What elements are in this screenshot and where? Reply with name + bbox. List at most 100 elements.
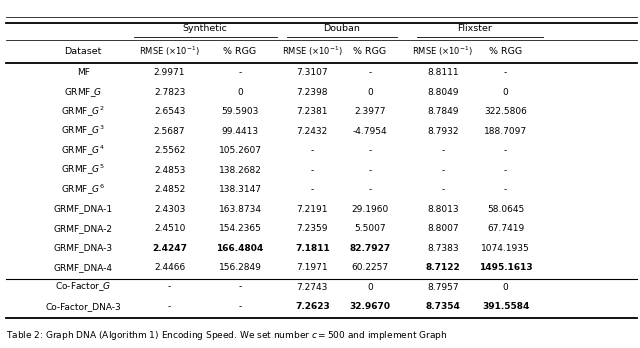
Text: 7.2743: 7.2743 [296,283,328,292]
Text: % RGG: % RGG [353,47,387,56]
Text: 2.4247: 2.4247 [152,244,187,253]
Text: Co-Factor_DNA-3: Co-Factor_DNA-3 [45,302,121,311]
Text: 156.2849: 156.2849 [219,263,261,272]
Text: 1074.1935: 1074.1935 [481,244,530,253]
Text: 7.2359: 7.2359 [296,224,328,233]
Text: 2.4510: 2.4510 [154,224,186,233]
Text: 58.0645: 58.0645 [487,205,524,214]
Text: 8.7354: 8.7354 [426,302,460,311]
Text: 2.5687: 2.5687 [154,127,186,136]
Text: -: - [441,166,445,175]
Text: 2.4853: 2.4853 [154,166,186,175]
Text: 67.7419: 67.7419 [487,224,524,233]
Text: 7.3107: 7.3107 [296,68,328,77]
Text: 59.5903: 59.5903 [221,107,259,116]
Text: -: - [310,146,314,155]
Text: 2.4303: 2.4303 [154,205,186,214]
Text: 60.2257: 60.2257 [351,263,388,272]
Text: 138.2682: 138.2682 [219,166,261,175]
Text: 188.7097: 188.7097 [484,127,527,136]
Text: RMSE ($\times10^{-1}$): RMSE ($\times10^{-1}$) [413,45,473,58]
Text: 2.4466: 2.4466 [154,263,185,272]
Text: 0: 0 [237,88,243,97]
Text: 1495.1613: 1495.1613 [479,263,532,272]
Text: -: - [441,146,445,155]
Text: -: - [504,68,508,77]
Text: 8.7957: 8.7957 [427,283,459,292]
Text: 154.2365: 154.2365 [219,224,261,233]
Text: 8.7849: 8.7849 [427,107,459,116]
Text: Flixster: Flixster [457,24,492,33]
Text: 391.5584: 391.5584 [482,302,529,311]
Text: GRMF_$G^{5}$: GRMF_$G^{5}$ [61,163,105,177]
Text: Table 2: Graph DNA (Algorithm $1$) Encoding Speed. We set number $c=500$ and imp: Table 2: Graph DNA (Algorithm $1$) Encod… [6,329,448,342]
Text: 0: 0 [367,283,372,292]
Text: GRMF_$G^{4}$: GRMF_$G^{4}$ [61,144,105,158]
Text: 7.2398: 7.2398 [296,88,328,97]
Text: -: - [238,68,242,77]
Text: 5.5007: 5.5007 [354,224,386,233]
Text: -: - [441,185,445,194]
Text: 8.8007: 8.8007 [427,224,459,233]
Text: 0: 0 [503,88,508,97]
Text: -: - [368,185,372,194]
Text: 7.1971: 7.1971 [296,263,328,272]
Text: -: - [310,166,314,175]
Text: -: - [238,283,242,292]
Text: 32.9670: 32.9670 [349,302,390,311]
Text: GRMF_DNA-1: GRMF_DNA-1 [54,205,113,214]
Text: 8.7122: 8.7122 [426,263,460,272]
Text: 0: 0 [367,88,372,97]
Text: 2.3977: 2.3977 [354,107,386,116]
Text: GRMF_$G^{2}$: GRMF_$G^{2}$ [61,105,105,119]
Text: -: - [310,185,314,194]
Text: 8.8049: 8.8049 [427,88,459,97]
Text: 8.7932: 8.7932 [427,127,459,136]
Text: -: - [504,185,508,194]
Text: % RGG: % RGG [489,47,522,56]
Text: 8.7383: 8.7383 [427,244,459,253]
Text: MF: MF [77,68,90,77]
Text: -: - [504,146,508,155]
Text: 8.8111: 8.8111 [427,68,459,77]
Text: 166.4804: 166.4804 [216,244,264,253]
Text: 2.4852: 2.4852 [154,185,185,194]
Text: 105.2607: 105.2607 [218,146,262,155]
Text: 2.5562: 2.5562 [154,146,186,155]
Text: GRMF_DNA-4: GRMF_DNA-4 [54,263,113,272]
Text: Dataset: Dataset [65,47,102,56]
Text: 138.3147: 138.3147 [218,185,262,194]
Text: -4.7954: -4.7954 [353,127,387,136]
Text: -: - [168,302,172,311]
Text: 29.1960: 29.1960 [351,205,388,214]
Text: GRMF_$\!G$: GRMF_$\!G$ [65,86,102,98]
Text: RMSE ($\times10^{-1}$): RMSE ($\times10^{-1}$) [140,45,200,58]
Text: 163.8734: 163.8734 [218,205,262,214]
Text: GRMF_$G^{3}$: GRMF_$G^{3}$ [61,124,105,138]
Text: 7.2623: 7.2623 [295,302,330,311]
Text: -: - [368,68,372,77]
Text: 322.5806: 322.5806 [484,107,527,116]
Text: 0: 0 [503,283,508,292]
Text: 2.9971: 2.9971 [154,68,186,77]
Text: -: - [238,302,242,311]
Text: GRMF_DNA-3: GRMF_DNA-3 [54,244,113,253]
Text: Synthetic: Synthetic [182,24,227,33]
Text: 2.7823: 2.7823 [154,88,186,97]
Text: Co-Factor_$G$: Co-Factor_$G$ [55,281,111,293]
Text: -: - [168,283,172,292]
Text: RMSE ($\times10^{-1}$): RMSE ($\times10^{-1}$) [282,45,342,58]
Text: 7.2432: 7.2432 [297,127,328,136]
Text: GRMF_$G^{6}$: GRMF_$G^{6}$ [61,183,105,197]
Text: % RGG: % RGG [223,47,257,56]
Text: -: - [504,166,508,175]
Text: 7.2381: 7.2381 [296,107,328,116]
Text: 7.2191: 7.2191 [296,205,328,214]
Text: 8.8013: 8.8013 [427,205,459,214]
Text: GRMF_DNA-2: GRMF_DNA-2 [54,224,113,233]
Text: 99.4413: 99.4413 [221,127,259,136]
Text: Douban: Douban [323,24,360,33]
Text: -: - [368,146,372,155]
Text: 82.7927: 82.7927 [349,244,390,253]
Text: 2.6543: 2.6543 [154,107,186,116]
